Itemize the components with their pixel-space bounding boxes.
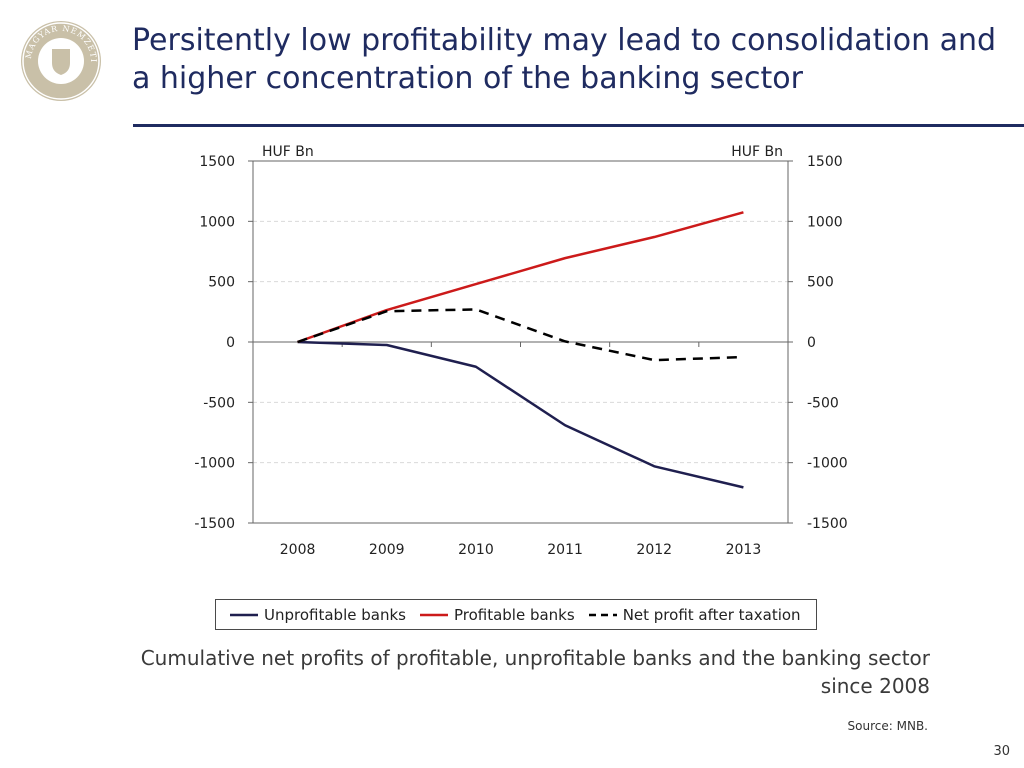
legend-label-net-profit: Net profit after taxation	[622, 605, 801, 624]
chart-legend: Unprofitable banks Profitable banks Net …	[215, 599, 817, 630]
left-tick-label: -500	[203, 395, 235, 411]
x-tick-label: 2009	[369, 542, 405, 558]
page-number: 30	[993, 744, 1010, 759]
right-tick-label: -1000	[807, 456, 848, 472]
right-axis-ticks: 1500 1000 500 0 -500 -1000 -1500	[788, 154, 848, 532]
page-title: Persitently low profitability may lead t…	[132, 23, 997, 96]
x-tick-label: 2011	[547, 542, 583, 558]
left-axis-label: HUF Bn	[262, 144, 314, 160]
left-tick-label: 500	[208, 275, 235, 291]
legend-label-unprofitable: Unprofitable banks	[264, 605, 406, 624]
left-tick-label: -1000	[194, 456, 235, 472]
right-tick-label: 1000	[807, 214, 843, 230]
source-note: Source: MNB.	[847, 719, 928, 733]
left-tick-label: 1500	[199, 154, 235, 170]
right-tick-label: 0	[807, 335, 816, 351]
x-tick-label: 2012	[636, 542, 672, 558]
series-line-unprofitable	[297, 340, 744, 489]
right-tick-label: -500	[807, 395, 839, 411]
left-tick-label: 1000	[199, 214, 235, 230]
right-tick-label: 1500	[807, 154, 843, 170]
x-tick-label: 2008	[280, 542, 316, 558]
x-axis-ticks: 2008 2009 2010 2011 2012 2013	[280, 342, 761, 558]
chart-caption: Cumulative net profits of profitable, un…	[140, 646, 930, 698]
legend-item-net-profit: Net profit after taxation	[587, 606, 801, 624]
series-layer	[297, 211, 744, 489]
x-tick-label: 2013	[726, 542, 762, 558]
right-tick-label: 500	[807, 275, 834, 291]
left-tick-label: 0	[226, 335, 235, 351]
coat-of-arms-icon	[52, 49, 70, 75]
legend-item-profitable: Profitable banks	[418, 606, 575, 624]
x-tick-label: 2010	[458, 542, 494, 558]
legend-item-unprofitable: Unprofitable banks	[228, 606, 406, 624]
title-divider	[133, 124, 1024, 127]
legend-label-profitable: Profitable banks	[453, 605, 575, 624]
series-line-profitable	[297, 211, 744, 344]
right-tick-label: -1500	[807, 516, 848, 532]
left-axis-ticks: 1500 1000 500 0 -500 -1000 -1500	[194, 154, 253, 532]
series-line-net	[297, 308, 744, 362]
mnb-logo: MAGYAR NEMZETI BANK	[19, 19, 101, 101]
right-axis-label: HUF Bn	[731, 144, 783, 160]
left-tick-label: -1500	[194, 516, 235, 532]
